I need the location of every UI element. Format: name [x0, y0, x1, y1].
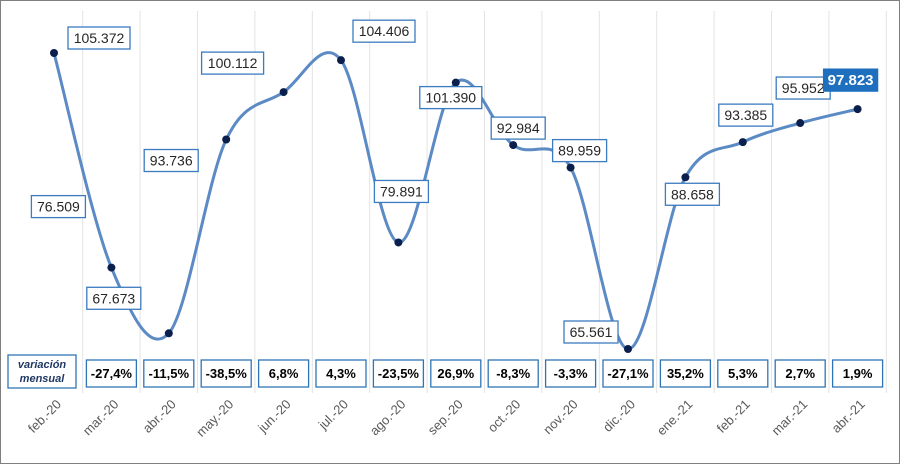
- variation-box: [200, 359, 252, 388]
- x-tick-label: mar.-20: [80, 397, 122, 439]
- value-label-box: [563, 320, 619, 344]
- value-label-jul.-20: 104.406: [359, 23, 410, 39]
- value-label-box: [143, 148, 199, 173]
- variation-value-ene.-21: 35,2%: [667, 366, 704, 381]
- variation-value-may.-20: -38,5%: [206, 366, 248, 381]
- data-point-ene.-21: [681, 173, 690, 182]
- data-point-sep.-20: [451, 78, 460, 87]
- data-point-feb.-21: [738, 138, 747, 147]
- variation-box: [372, 359, 425, 388]
- variation-value-abr.-20: -11,5%: [149, 366, 190, 381]
- x-axis-tick-labels: feb.-20 mar.-20 abr.-20 may.-20 jun.-20 jul.-…: [25, 397, 868, 440]
- value-label-box: [352, 19, 416, 43]
- x-tick-label: dic.-20: [600, 397, 638, 435]
- variation-box: [430, 359, 482, 388]
- variation-box: [717, 359, 769, 388]
- data-point-abr.-21: [853, 105, 862, 114]
- value-label-ene.-21: 88.658: [671, 186, 714, 202]
- variation-box: [544, 359, 597, 388]
- data-point-dic.-20: [624, 345, 632, 353]
- x-tick-label: feb.-21: [714, 397, 753, 436]
- x-tick-label: oct.-20: [485, 397, 524, 436]
- variation-value-nov.-20: -3,3%: [554, 366, 588, 381]
- grid-lines: [82, 11, 887, 393]
- variation-box: [659, 359, 712, 388]
- x-tick-label: may.-20: [193, 397, 236, 440]
- value-label-abr.-21: 97.823: [828, 72, 874, 89]
- variation-value-feb.-21: 5,3%: [728, 366, 758, 381]
- value-label-may.-20: 93.736: [150, 153, 193, 169]
- x-tick-label: jun.-20: [254, 397, 293, 436]
- data-point-abr.-20: [164, 329, 173, 338]
- variation-value-sep.-20: 26,9%: [437, 366, 474, 381]
- x-tick-label: nov.-20: [540, 397, 581, 438]
- value-label-sep.-20: 101.390: [425, 90, 476, 106]
- value-label-ago.-20: 79.891: [380, 183, 423, 199]
- value-label-box: [490, 116, 546, 140]
- x-tick-label: jul.-20: [315, 397, 351, 433]
- variation-box: [85, 359, 138, 388]
- value-label-nov.-20: 89.959: [558, 143, 601, 159]
- value-label-mar.-20: 76.509: [37, 199, 80, 215]
- variation-value-oct.-20: -8,3%: [496, 366, 530, 381]
- data-point-nov.-20: [566, 163, 575, 172]
- x-tick-label: abr.-21: [828, 397, 867, 436]
- data-point-jun.-20: [279, 88, 288, 97]
- value-label-box: [200, 51, 265, 75]
- data-point-may.-20: [222, 135, 231, 144]
- variation-value-jun.-20: 6,8%: [269, 366, 299, 381]
- value-label-feb.-20: 105.372: [74, 30, 125, 46]
- variation-row: variación mensual -27,4% -11,5% -38,5% 6,8%…: [7, 354, 884, 389]
- value-labels: 105.372 76.509 67.673 93.736 100.112 104.406 7…: [30, 19, 879, 344]
- data-point-ago.-20: [394, 238, 403, 247]
- value-label-dic.-20: 65.561: [570, 324, 613, 340]
- variation-title-line1: variación: [18, 359, 67, 371]
- value-label-box: [664, 182, 721, 206]
- x-tick-label: ago.-20: [367, 397, 409, 439]
- data-point-feb.-20: [50, 49, 58, 57]
- variation-box: [602, 359, 654, 388]
- data-point-oct.-20: [509, 141, 518, 150]
- value-label-box: [373, 179, 430, 204]
- data-point-jul.-20: [337, 56, 345, 65]
- variation-box: [143, 359, 195, 388]
- x-tick-label: mar.-21: [769, 397, 811, 439]
- value-label-box: [86, 286, 142, 310]
- data-point-mar.-21: [796, 119, 805, 128]
- variation-value-abr.-21: 1,9%: [843, 366, 873, 381]
- variation-value-mar.-20: -27,4%: [91, 366, 133, 381]
- data-point-mar.-20: [107, 263, 116, 272]
- variation-box: [257, 359, 310, 388]
- value-label-feb.-21: 93.385: [724, 107, 767, 123]
- x-tick-label: ene.-21: [654, 397, 696, 439]
- value-label-abr.-20: 67.673: [92, 290, 135, 306]
- value-label-oct.-20: 92.984: [497, 120, 540, 136]
- variation-title-box: [7, 354, 77, 389]
- variation-box: [315, 359, 367, 388]
- value-label-mar.-21: 95.952: [782, 80, 825, 96]
- value-label-box: [718, 103, 774, 127]
- variation-value-ago.-20: -23,5%: [378, 366, 420, 381]
- value-label-box: [419, 85, 483, 110]
- variation-value-mar.-21: 2,7%: [785, 366, 815, 381]
- x-tick-label: abr.-20: [140, 397, 179, 436]
- value-label-box: [30, 194, 87, 219]
- variation-value-jul.-20: 4,3%: [326, 366, 356, 381]
- variation-title-line2: mensual: [20, 373, 66, 385]
- variation-value-dic.-20: -27,1%: [607, 366, 649, 381]
- value-label-box: [67, 26, 131, 50]
- variation-box: [831, 359, 884, 388]
- data-markers: [50, 49, 862, 353]
- x-tick-label: sep.-20: [425, 397, 466, 438]
- value-label-jun.-20: 100.112: [208, 55, 258, 71]
- x-tick-label: feb.-20: [25, 397, 64, 436]
- value-label-box: [822, 68, 879, 92]
- value-label-box: [551, 138, 608, 163]
- variation-box: [774, 359, 826, 388]
- variation-box: [487, 359, 539, 388]
